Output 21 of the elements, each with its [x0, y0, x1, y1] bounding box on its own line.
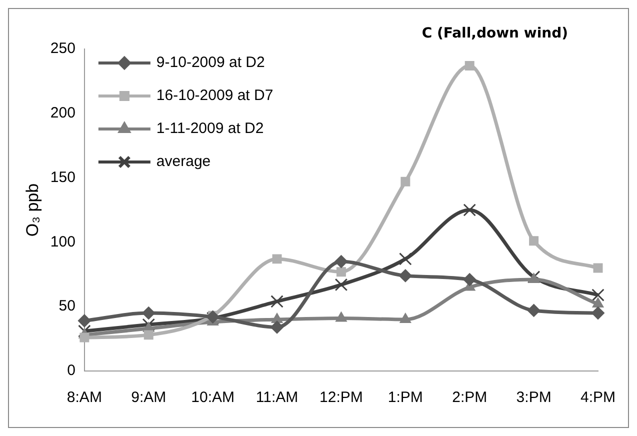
y-tick-label: 100: [50, 233, 76, 250]
x-tick-label: 8:AM: [66, 389, 102, 406]
y-tick-label: 200: [50, 104, 76, 122]
legend-label: 9-10-2009 at D2: [156, 54, 265, 72]
x-tick-label: 2:PM: [452, 389, 488, 406]
legend-label: average: [156, 153, 211, 170]
y-axis-title: O₃ ppb: [22, 183, 42, 237]
legend-label: 1-11-2009 at D2: [156, 120, 264, 138]
x-tick-label: 4:PM: [580, 389, 616, 406]
y-tick-label: 150: [50, 168, 76, 186]
y-tick-label: 0: [67, 362, 76, 380]
x-tick-label: 1:PM: [388, 389, 423, 406]
x-tick-label: 11:AM: [256, 389, 298, 406]
legend-label: 16-10-2009 at D7: [156, 87, 274, 104]
x-tick-label: 10:AM: [191, 389, 234, 406]
x-tick-label: 12:PM: [320, 389, 363, 406]
text: C (Fall,down wind): [422, 26, 568, 42]
x-tick-label: 9:AM: [131, 389, 166, 406]
y-tick-label: 250: [50, 40, 76, 58]
y-tick-label: 50: [58, 298, 76, 315]
x-tick-label: 3:PM: [516, 389, 552, 406]
